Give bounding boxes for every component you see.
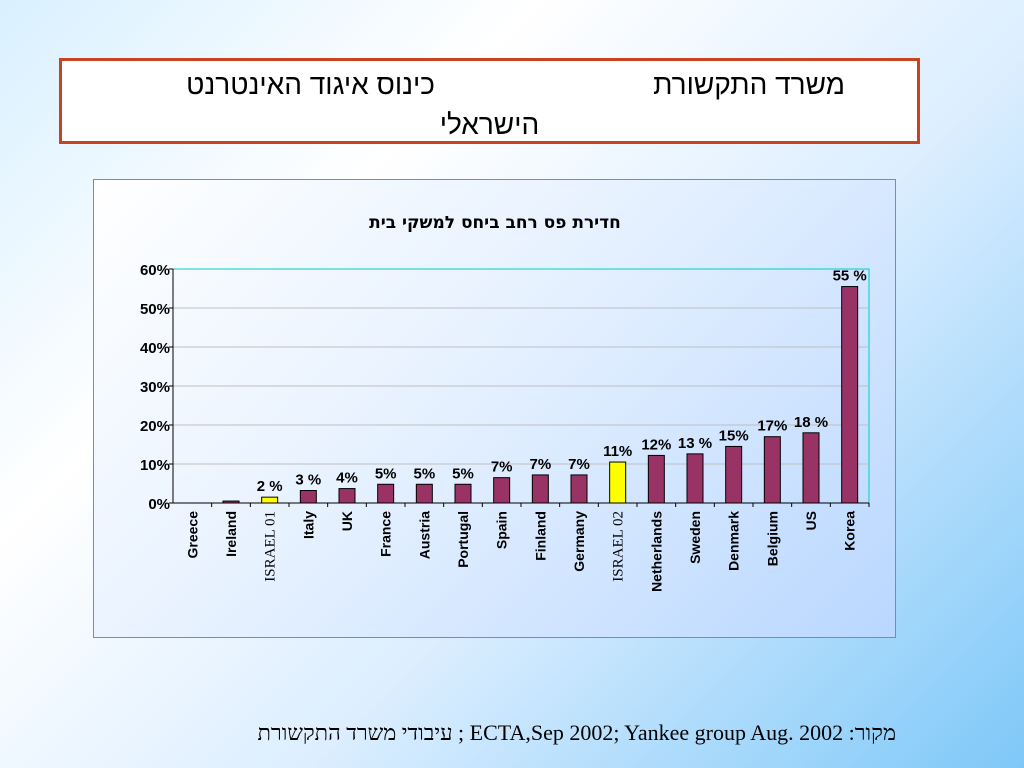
data-label: 13 % [678,435,712,452]
data-label: 5% [375,465,397,482]
data-label: 17% [757,418,787,435]
bar [377,483,395,504]
y-tick-label: 0% [148,496,170,513]
bar [415,483,433,504]
category-label: Greece [184,511,200,559]
bar [763,436,781,504]
data-label: 5% [413,465,435,482]
category-label: Netherlands [648,511,664,592]
broadband-chart: חדירת פס רחב ביחס למשקי בית 0% 10% 20% 30% 40… [140,213,870,592]
category-label: Belgium [764,511,780,566]
source-note: מקור: ECTA,Sep 2002; Yankee group Aug. 2… [257,720,896,745]
data-label: 11% [603,443,632,460]
y-tick-label: 10% [140,457,170,474]
category-label: Korea [842,511,858,551]
category-label: Portugal [455,511,471,568]
data-label: 18 % [794,414,828,431]
data-label: 55 % [833,268,867,285]
bar [841,286,859,504]
data-label: 3 % [295,472,321,489]
category-label: Ireland [223,511,239,557]
bar [609,461,627,504]
data-label: 12% [641,436,671,453]
y-tick-label: 50% [140,301,170,318]
category-label: Finland [532,511,548,561]
header-event-line1: כינוס איגוד האינטרנט [186,69,435,100]
bar [570,474,588,504]
bar [261,496,279,504]
bar [686,453,704,504]
bar [725,445,743,504]
bar [647,454,665,504]
category-label: Italy [300,511,316,539]
y-tick-label: 60% [140,262,170,279]
y-tick-label: 20% [140,418,170,435]
bar [493,477,511,504]
chart-frame: חדירת פס רחב ביחס למשקי בית 0% 10% 20% 30% 40… [93,179,896,638]
category-label: US [803,511,819,530]
category-label: Germany [571,511,587,572]
bar [802,432,820,504]
category-label: Denmark [726,511,742,571]
header-org: משרד התקשורת [653,69,845,100]
y-tick-label: 30% [140,379,170,396]
data-label: 7% [529,456,551,473]
data-label: 7% [491,459,513,476]
bar [338,488,356,504]
category-label: Austria [416,511,432,559]
bar [299,490,317,504]
category-label: Sweden [687,511,703,564]
data-label: 7% [568,456,590,473]
category-label: UK [339,511,355,531]
category-label: ISRAEL 02 [611,511,627,582]
bar [531,474,549,504]
data-label: 2 % [257,478,283,495]
data-label: 4% [336,470,358,487]
data-label: 15% [719,427,749,444]
category-label: ISRAEL 01 [263,511,279,582]
chart-title: חדירת פס רחב ביחס למשקי בית [369,213,621,233]
header-title-box: משרד התקשורת כינוס איגוד האינטרנט הישראל… [59,58,920,144]
data-label: 5% [452,465,474,482]
category-label: France [378,511,394,557]
category-label: Spain [494,511,510,549]
bar [222,500,240,504]
header-event-line2: הישראלי [439,109,540,140]
bar [454,483,472,504]
y-tick-label: 40% [140,340,170,357]
